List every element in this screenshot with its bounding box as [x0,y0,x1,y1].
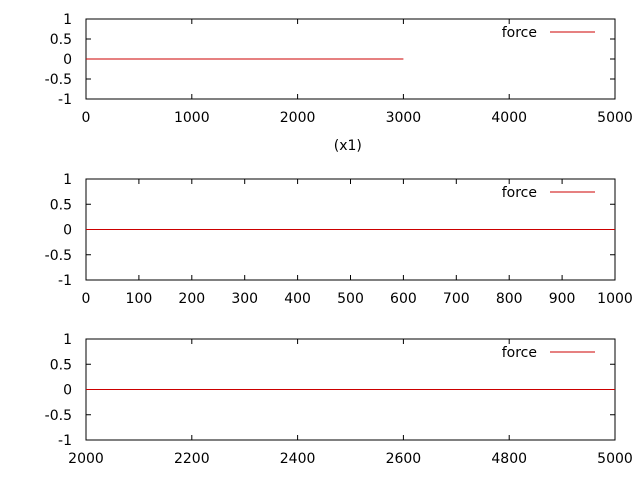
y-tick-label: -1 [58,433,72,449]
x-tick-label: 900 [549,291,576,307]
y-tick-label: 0 [63,383,72,399]
y-tick-label: 0 [63,52,72,68]
x-tick-label: 2400 [280,451,316,467]
legend-label: force [502,345,537,361]
y-tick-label: -1 [58,92,72,108]
y-tick-label: 0.5 [50,32,72,48]
y-tick-label: 1 [63,172,72,188]
y-tick-label: 0.5 [50,357,72,373]
x-tick-label: 5000 [597,451,633,467]
y-tick-label: -0.5 [45,408,72,424]
y-tick-label: 1 [63,12,72,28]
x-tick-label: 1000 [597,291,633,307]
y-tick-label: -0.5 [45,72,72,88]
x-tick-label: 3000 [386,110,422,126]
y-tick-label: 0 [63,223,72,239]
x-tick-label: 2600 [386,451,422,467]
x-tick-label: 2200 [174,451,210,467]
x-tick-label: 300 [231,291,258,307]
y-tick-label: -0.5 [45,248,72,264]
y-tick-label: 0.5 [50,197,72,213]
x-axis-label: (x1) [334,138,362,154]
x-tick-label: 0 [82,110,91,126]
x-tick-label: 800 [496,291,523,307]
x-tick-label: 4000 [491,110,527,126]
y-tick-label: -1 [58,273,72,289]
legend-label: force [502,25,537,41]
x-tick-label: 500 [337,291,364,307]
x-tick-label: 400 [284,291,311,307]
x-tick-label: 4800 [491,451,527,467]
x-tick-label: 1000 [174,110,210,126]
x-tick-label: 2000 [280,110,316,126]
x-tick-label: 600 [390,291,417,307]
x-tick-label: 5000 [597,110,633,126]
x-tick-label: 200 [178,291,205,307]
y-tick-label: 1 [63,332,72,348]
x-tick-label: 100 [126,291,153,307]
legend-label: force [502,185,537,201]
x-tick-label: 2000 [68,451,104,467]
x-tick-label: 0 [82,291,91,307]
x-tick-label: 700 [443,291,470,307]
